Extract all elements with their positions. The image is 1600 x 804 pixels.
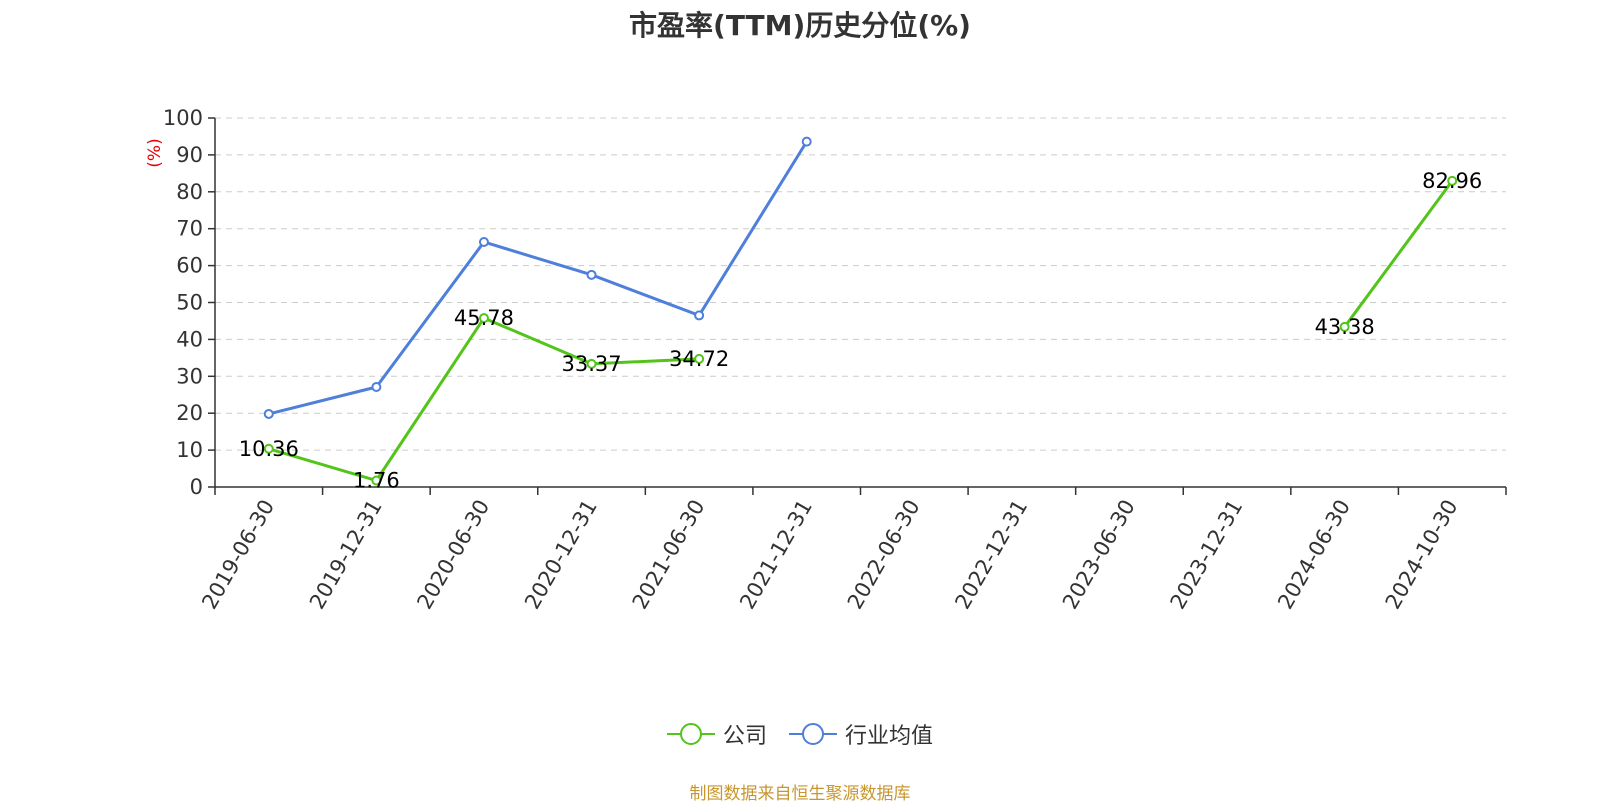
series-line-industry-avg bbox=[268, 140, 808, 416]
y-tick-label: 100 bbox=[163, 106, 203, 130]
y-tick-label: 10 bbox=[176, 438, 203, 462]
y-tick-label: 0 bbox=[190, 475, 203, 499]
data-label: 43.38 bbox=[1315, 315, 1375, 339]
data-label: 45.78 bbox=[454, 306, 514, 330]
x-tick-label: 2022-06-30 bbox=[843, 496, 925, 614]
x-tick-label: 2019-12-31 bbox=[305, 496, 387, 614]
y-tick-label: 40 bbox=[176, 327, 203, 351]
data-point bbox=[694, 310, 705, 321]
data-point bbox=[586, 358, 597, 369]
data-point bbox=[1339, 321, 1350, 332]
legend-line-circle-icon bbox=[666, 723, 715, 745]
legend-item-industry-avg[interactable]: 行业均值 bbox=[789, 718, 933, 750]
data-point bbox=[263, 408, 274, 419]
x-tick-label: 2021-12-31 bbox=[735, 496, 817, 614]
data-label: 10.36 bbox=[239, 437, 299, 461]
x-tick-label: 2020-12-31 bbox=[520, 496, 602, 614]
data-label: 34.72 bbox=[669, 347, 729, 371]
data-point bbox=[478, 236, 489, 247]
legend-label-industry-avg: 行业均值 bbox=[845, 724, 934, 749]
x-tick-label: 2023-06-30 bbox=[1058, 496, 1140, 614]
chart-title: 市盈率(TTM)历史分位(%) bbox=[629, 9, 971, 42]
y-tick-label: 20 bbox=[176, 401, 203, 425]
x-tick-label: 2023-12-31 bbox=[1166, 496, 1248, 614]
data-point bbox=[586, 269, 597, 280]
data-label: 82.96 bbox=[1422, 169, 1482, 193]
source-note: 制图数据来自恒生聚源数据库 bbox=[689, 784, 911, 804]
data-point bbox=[371, 382, 382, 393]
legend-item-company[interactable]: 公司 bbox=[666, 718, 767, 750]
data-point bbox=[801, 136, 812, 147]
data-point bbox=[694, 353, 705, 364]
y-tick-label: 90 bbox=[176, 143, 203, 167]
data-point bbox=[371, 475, 382, 486]
x-tick-label: 2022-12-31 bbox=[950, 496, 1032, 614]
y-tick-label: 80 bbox=[176, 180, 203, 204]
data-label: 33.37 bbox=[561, 352, 621, 376]
x-tick-label: 2024-10-30 bbox=[1381, 496, 1463, 614]
x-tick-label: 2021-06-30 bbox=[628, 496, 710, 614]
legend-line-circle-icon bbox=[789, 723, 837, 745]
legend: 公司 行业均值 bbox=[0, 718, 1600, 750]
x-tick-label: 2020-06-30 bbox=[412, 496, 494, 614]
y-tick-label: 60 bbox=[176, 254, 203, 278]
x-tick-label: 2019-06-30 bbox=[197, 496, 279, 614]
y-tick-label: 50 bbox=[176, 291, 203, 315]
data-point bbox=[1447, 175, 1458, 186]
data-point bbox=[263, 443, 274, 454]
data-point bbox=[478, 313, 489, 324]
series-line-company bbox=[1343, 179, 1454, 328]
legend-label-company: 公司 bbox=[722, 724, 767, 749]
y-axis-label: (%) bbox=[145, 138, 165, 167]
y-tick-label: 30 bbox=[176, 364, 203, 388]
y-tick-label: 70 bbox=[176, 217, 203, 241]
x-tick-label: 2024-06-30 bbox=[1273, 496, 1355, 614]
data-label: 1.76 bbox=[353, 469, 400, 493]
